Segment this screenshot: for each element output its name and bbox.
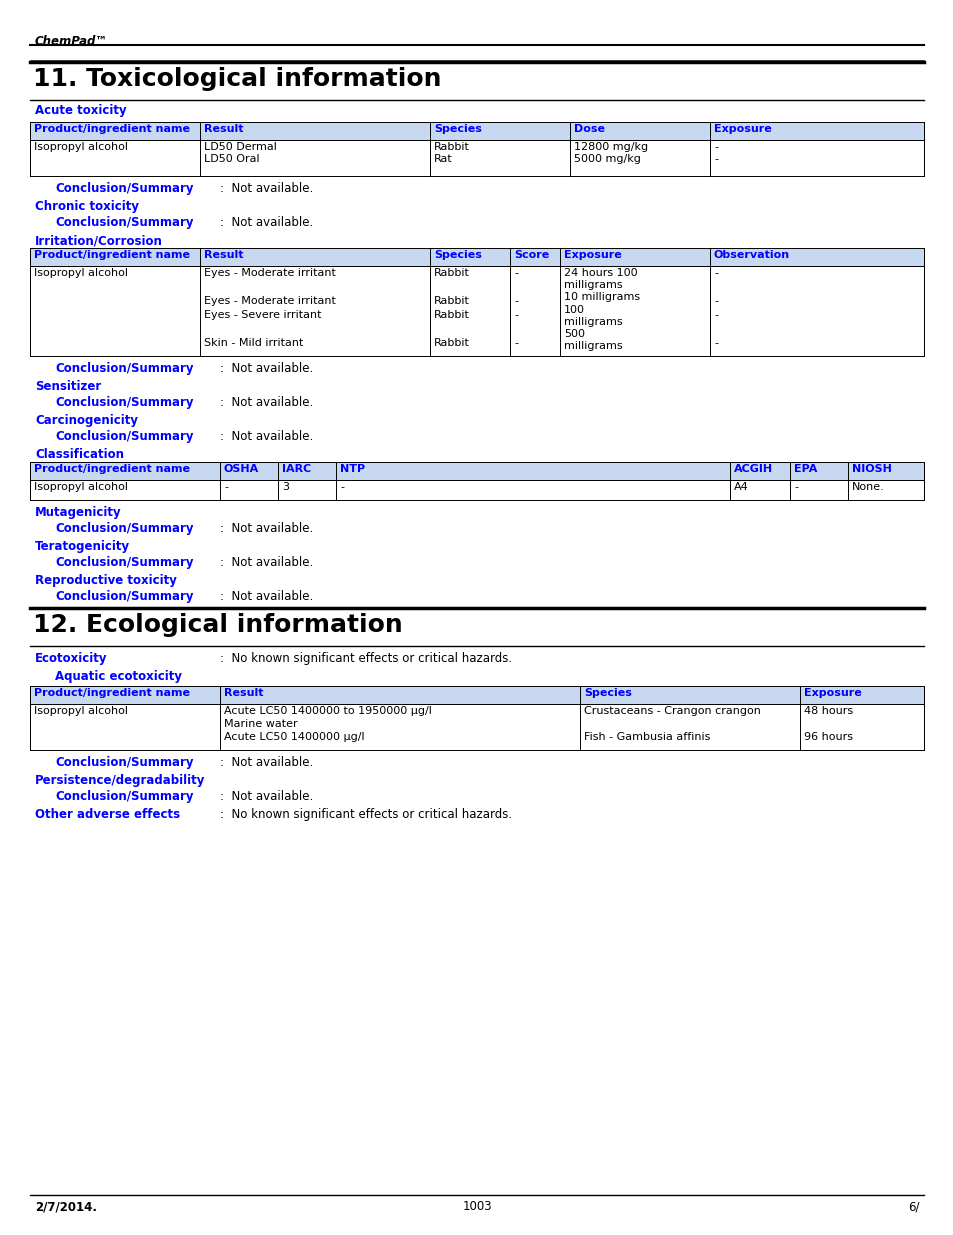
Text: Isopropyl alcohol: Isopropyl alcohol (34, 142, 128, 152)
Text: Eyes - Moderate irritant

Eyes - Moderate irritant
Eyes - Severe irritant

Skin : Eyes - Moderate irritant Eyes - Moderate… (204, 268, 335, 348)
Text: NIOSH: NIOSH (851, 464, 891, 474)
Text: -
-: - - (713, 142, 718, 163)
Text: Crustaceans - Crangon crangon

Fish - Gambusia affinis: Crustaceans - Crangon crangon Fish - Gam… (583, 706, 760, 742)
Text: Teratogenicity: Teratogenicity (35, 540, 130, 553)
Bar (30, 685, 923, 704)
Bar (30, 704, 923, 750)
Text: Conclusion/Summary: Conclusion/Summary (55, 216, 193, 228)
Text: Carcinogenicity: Carcinogenicity (35, 414, 138, 427)
Text: Conclusion/Summary: Conclusion/Summary (55, 430, 193, 443)
Text: Conclusion/Summary: Conclusion/Summary (55, 756, 193, 769)
Text: Product/ingredient name: Product/ingredient name (34, 464, 190, 474)
Text: NTP: NTP (339, 464, 365, 474)
Text: Persistence/degradability: Persistence/degradability (35, 774, 205, 787)
Text: Acute LC50 1400000 to 1950000 µg/l
Marine water
Acute LC50 1400000 µg/l: Acute LC50 1400000 to 1950000 µg/l Marin… (224, 706, 432, 742)
Text: 12800 mg/kg
5000 mg/kg: 12800 mg/kg 5000 mg/kg (574, 142, 647, 163)
Text: Reproductive toxicity: Reproductive toxicity (35, 574, 176, 587)
Text: LD50 Dermal
LD50 Oral: LD50 Dermal LD50 Oral (204, 142, 276, 163)
Text: Acute toxicity: Acute toxicity (35, 104, 127, 117)
Text: :  Not available.: : Not available. (220, 362, 313, 375)
Text: :  Not available.: : Not available. (220, 396, 313, 409)
Text: Conclusion/Summary: Conclusion/Summary (55, 396, 193, 409)
Text: Sensitizer: Sensitizer (35, 380, 101, 393)
Text: Other adverse effects: Other adverse effects (35, 808, 180, 821)
Text: 11. Toxicological information: 11. Toxicological information (33, 67, 441, 91)
Text: Isopropyl alcohol: Isopropyl alcohol (34, 706, 128, 716)
Text: :  No known significant effects or critical hazards.: : No known significant effects or critic… (220, 808, 512, 821)
Text: Irritation/Corrosion: Irritation/Corrosion (35, 233, 163, 247)
Text: Species: Species (434, 124, 481, 135)
Text: :  Not available.: : Not available. (220, 216, 313, 228)
Text: Result: Result (204, 249, 243, 261)
Text: Isopropyl alcohol: Isopropyl alcohol (34, 482, 128, 492)
Text: 6/: 6/ (907, 1200, 919, 1213)
Bar (30, 248, 923, 266)
Text: Result: Result (204, 124, 243, 135)
Text: EPA: EPA (793, 464, 817, 474)
Text: Conclusion/Summary: Conclusion/Summary (55, 590, 193, 603)
Text: -

-
-

-: - - - - (514, 268, 517, 348)
Text: Conclusion/Summary: Conclusion/Summary (55, 362, 193, 375)
Text: ACGIH: ACGIH (733, 464, 772, 474)
Text: :  Not available.: : Not available. (220, 756, 313, 769)
Text: Isopropyl alcohol: Isopropyl alcohol (34, 268, 128, 278)
Text: -: - (339, 482, 344, 492)
Text: Result: Result (224, 688, 263, 698)
Text: Exposure: Exposure (563, 249, 621, 261)
Text: IARC: IARC (282, 464, 311, 474)
Text: Product/ingredient name: Product/ingredient name (34, 249, 190, 261)
Text: :  Not available.: : Not available. (220, 590, 313, 603)
Text: 3: 3 (282, 482, 289, 492)
Text: :  Not available.: : Not available. (220, 522, 313, 535)
Text: :  Not available.: : Not available. (220, 790, 313, 803)
Bar (30, 480, 923, 500)
Text: Product/ingredient name: Product/ingredient name (34, 688, 190, 698)
Text: Ecotoxicity: Ecotoxicity (35, 652, 108, 664)
Text: None.: None. (851, 482, 883, 492)
Text: A4: A4 (733, 482, 748, 492)
Bar (30, 140, 923, 177)
Text: :  Not available.: : Not available. (220, 556, 313, 569)
Text: Classification: Classification (35, 448, 124, 461)
Text: Rabbit
Rat: Rabbit Rat (434, 142, 470, 163)
Text: Observation: Observation (713, 249, 789, 261)
Text: :  No known significant effects or critical hazards.: : No known significant effects or critic… (220, 652, 512, 664)
Text: :  Not available.: : Not available. (220, 182, 313, 195)
Bar (30, 266, 923, 356)
Text: 1003: 1003 (461, 1200, 492, 1213)
Text: Aquatic ecotoxicity: Aquatic ecotoxicity (55, 671, 182, 683)
Text: -: - (793, 482, 797, 492)
Text: Rabbit

Rabbit
Rabbit

Rabbit: Rabbit Rabbit Rabbit Rabbit (434, 268, 470, 348)
Bar (30, 122, 923, 140)
Text: Chronic toxicity: Chronic toxicity (35, 200, 139, 212)
Text: 12. Ecological information: 12. Ecological information (33, 613, 402, 637)
Text: Conclusion/Summary: Conclusion/Summary (55, 522, 193, 535)
Text: Conclusion/Summary: Conclusion/Summary (55, 556, 193, 569)
Text: Conclusion/Summary: Conclusion/Summary (55, 790, 193, 803)
Text: Conclusion/Summary: Conclusion/Summary (55, 182, 193, 195)
Text: :  Not available.: : Not available. (220, 430, 313, 443)
Text: Dose: Dose (574, 124, 604, 135)
Text: Species: Species (434, 249, 481, 261)
Bar (30, 462, 923, 480)
Text: 48 hours

96 hours: 48 hours 96 hours (803, 706, 852, 742)
Text: -

-
-

-: - - - - (713, 268, 718, 348)
Text: Exposure: Exposure (803, 688, 861, 698)
Text: Product/ingredient name: Product/ingredient name (34, 124, 190, 135)
Text: Mutagenicity: Mutagenicity (35, 506, 121, 519)
Text: 2/7/2014.: 2/7/2014. (35, 1200, 97, 1213)
Text: OSHA: OSHA (224, 464, 259, 474)
Text: 24 hours 100
milligrams
10 milligrams
100
milligrams
500
milligrams: 24 hours 100 milligrams 10 milligrams 10… (563, 268, 639, 352)
Text: Exposure: Exposure (713, 124, 771, 135)
Text: Species: Species (583, 688, 631, 698)
Text: ChemPad™: ChemPad™ (35, 35, 108, 48)
Text: Score: Score (514, 249, 549, 261)
Text: -: - (224, 482, 228, 492)
